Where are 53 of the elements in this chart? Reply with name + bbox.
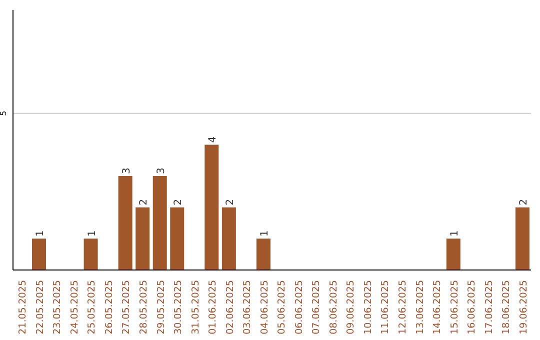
data-label: 3 <box>121 168 132 174</box>
y-tick-label: 5 <box>0 110 8 116</box>
bar <box>256 238 270 270</box>
bar <box>152 176 167 270</box>
x-tick-label: 04.06.2025 <box>259 280 270 334</box>
x-tick-label: 19.06.2025 <box>518 280 530 334</box>
x-tick-label: 10.06.2025 <box>362 280 374 334</box>
bar <box>170 207 184 270</box>
bar <box>222 207 236 270</box>
x-tick-label: 17.06.2025 <box>484 280 495 334</box>
data-label: 2 <box>518 198 530 206</box>
data-label: 1 <box>86 230 98 237</box>
x-tick-label: 13.06.2025 <box>414 280 426 334</box>
x-tick-label: 30.05.2025 <box>173 280 184 334</box>
x-tick-label: 07.06.2025 <box>311 280 322 334</box>
x-tick-label: 08.06.2025 <box>328 280 340 334</box>
x-tick-label: 31.05.2025 <box>190 280 202 334</box>
x-tick-label: 24.05.2025 <box>69 280 80 334</box>
bar <box>515 207 530 270</box>
data-label: 3 <box>156 168 167 174</box>
x-tick-label: 11.06.2025 <box>380 280 392 334</box>
data-label: 4 <box>208 136 219 143</box>
data-label: 1 <box>34 230 46 237</box>
bar <box>204 144 219 270</box>
x-tick-label: 26.05.2025 <box>104 280 115 334</box>
x-tick-label: 03.06.2025 <box>242 280 254 334</box>
x-tick-label: 23.05.2025 <box>52 280 64 334</box>
x-tick-label: 22.05.2025 <box>34 280 46 334</box>
x-tick-label: 05.06.2025 <box>276 280 288 334</box>
bar <box>446 238 460 270</box>
bar <box>84 238 98 270</box>
x-tick-label: 29.05.2025 <box>156 280 167 334</box>
data-label: 2 <box>224 198 236 206</box>
data-label: 2 <box>138 198 150 206</box>
bar <box>136 207 150 270</box>
x-tick-label: 28.05.2025 <box>138 280 150 334</box>
x-tick-label: 21.05.2025 <box>18 280 29 334</box>
x-tick-label: 18.06.2025 <box>501 280 512 334</box>
data-label: 1 <box>259 230 270 237</box>
x-tick-label: 01.06.2025 <box>208 280 219 334</box>
x-tick-label: 15.06.2025 <box>449 280 460 334</box>
x-tick-label: 14.06.2025 <box>432 280 444 334</box>
x-tick-label: 09.06.2025 <box>346 280 357 334</box>
x-tick-label: 02.06.2025 <box>224 280 236 334</box>
x-tick-label: 16.06.2025 <box>466 280 478 334</box>
bar <box>32 238 46 270</box>
data-label: 2 <box>173 198 184 206</box>
x-tick-label: 12.06.2025 <box>398 280 408 334</box>
x-tick-label: 06.06.2025 <box>294 280 305 334</box>
x-tick-label: 27.05.2025 <box>121 280 132 334</box>
bar <box>118 176 132 270</box>
data-label: 1 <box>449 230 460 237</box>
x-tick-label: 25.05.2025 <box>86 280 98 334</box>
